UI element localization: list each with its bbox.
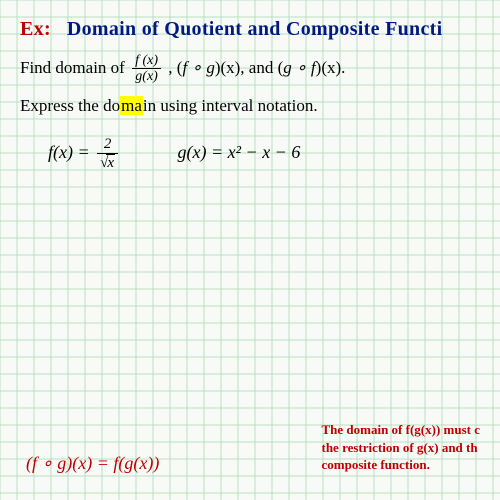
composite-expression: (f ∘ g)(x) = f(g(x)) bbox=[26, 453, 159, 474]
problem-line-2: Express the domain using interval notati… bbox=[20, 93, 480, 119]
domain-note: The domain of f(g(x)) must c the restric… bbox=[321, 421, 480, 474]
example-title: Ex: Domain of Quotient and Composite Fun… bbox=[20, 18, 480, 41]
title-text: Domain of Quotient and Composite Functi bbox=[56, 18, 442, 40]
function-definitions: f(x) = 2 √x g(x) = x² − x − 6 bbox=[20, 136, 480, 171]
g-of-x: g(x) = x² − x − 6 bbox=[178, 142, 301, 162]
problem-line-1: Find domain of f (x) g(x) , (f ∘ g)(x), … bbox=[20, 53, 480, 85]
highlight-ma: ma bbox=[120, 96, 143, 115]
ex-label: Ex: bbox=[20, 18, 51, 40]
f-of-x: f(x) = 2 √x bbox=[48, 142, 126, 162]
fraction-fx-gx: f (x) g(x) bbox=[132, 53, 161, 85]
